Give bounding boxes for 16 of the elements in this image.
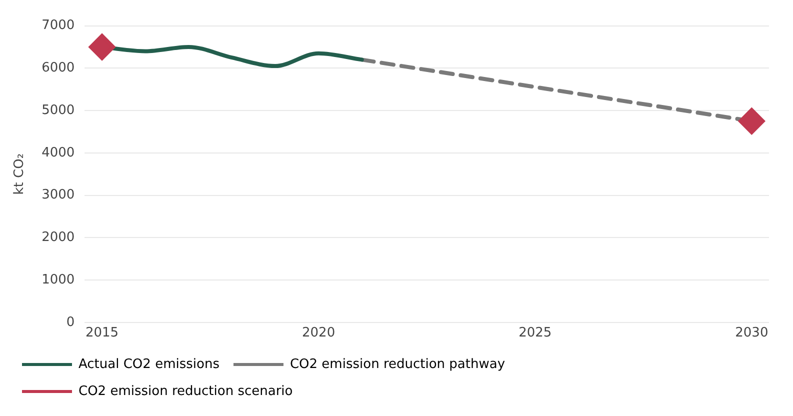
legend-label: CO2 emission reduction scenario [78, 384, 293, 399]
legend-label: CO2 emission reduction pathway [290, 356, 506, 372]
x-tick-label: 2030 [735, 326, 768, 341]
y-tick-label: 1000 [42, 272, 75, 288]
y-tick-label: 0 [66, 314, 75, 330]
x-tick-label: 2015 [85, 326, 119, 341]
x-tick-label: 2025 [518, 326, 552, 341]
y-tick-label: 7000 [42, 18, 75, 34]
y-tick-label: 4000 [42, 145, 75, 160]
y-tick-label: 5000 [42, 102, 75, 118]
x-tick-label: 2020 [302, 326, 336, 341]
y-axis-title: kt CO₂ [12, 153, 28, 195]
legend-label: Actual CO2 emissions [78, 356, 220, 372]
y-tick-label: 2000 [42, 230, 75, 246]
y-tick-label: 6000 [42, 60, 75, 76]
y-tick-label: 3000 [42, 188, 75, 203]
